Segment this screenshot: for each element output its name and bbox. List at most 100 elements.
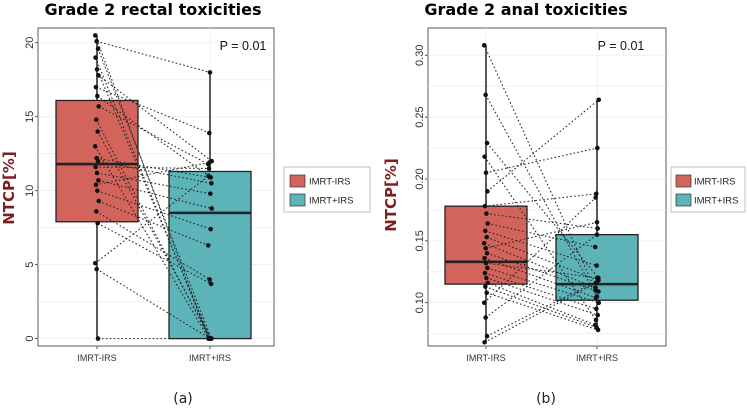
point-imrt-irs — [481, 43, 487, 48]
point-imrt-irs — [94, 170, 100, 176]
point-imrt-irs — [482, 154, 487, 159]
point-imrt-plus-irs — [594, 306, 599, 312]
point-imrt-irs — [483, 315, 488, 320]
pair-line — [97, 131, 212, 339]
point-imrt-irs — [483, 228, 488, 234]
point-imrt-irs — [93, 164, 98, 170]
data-points — [481, 43, 602, 345]
point-imrt-irs — [93, 182, 99, 188]
point-imrt-plus-irs — [595, 327, 601, 333]
legend-key-imrt-plus-irs — [289, 193, 306, 207]
point-imrt-irs — [92, 144, 98, 149]
pair-line — [97, 190, 211, 230]
point-imrt-plus-irs — [209, 336, 214, 341]
y-axis-label: NTCP[%] — [0, 151, 18, 225]
pair-line — [484, 156, 597, 321]
point-imrt-irs — [483, 170, 489, 176]
pair-line — [487, 99, 600, 192]
y-tick-label: 0.15 — [414, 230, 426, 251]
point-imrt-plus-irs — [596, 300, 602, 305]
point-imrt-irs — [482, 270, 488, 276]
y-ticks: 0 5 10 15 20 — [24, 37, 211, 349]
point-imrt-irs — [95, 158, 101, 164]
point-imrt-irs — [94, 209, 99, 214]
x-tick-imrt-plus-irs: IMRT+IRS — [189, 353, 231, 363]
panel-anal: Grade 2 anal toxicities NTCP[%] 0.10 0.15… — [382, 0, 746, 407]
point-imrt-irs — [96, 178, 101, 183]
pair-line — [486, 277, 598, 316]
point-imrt-plus-irs — [592, 244, 598, 250]
y-tick-label: 15 — [24, 111, 36, 123]
y-axis-label: NTCP[%] — [382, 158, 400, 232]
y-tick-label: 10 — [24, 185, 36, 197]
legend-label-imrt-plus-irs: IMRT+IRS — [309, 196, 353, 207]
chart-title: Grade 2 anal toxicities — [424, 0, 627, 19]
pair-line — [94, 35, 210, 339]
pair-line — [484, 242, 596, 289]
legend-key-imrt-irs — [289, 174, 306, 188]
pair-line — [486, 279, 599, 337]
point-imrt-irs — [95, 129, 100, 134]
legend-label-imrt-irs: IMRT-IRS — [694, 177, 736, 188]
pair-line — [98, 105, 209, 165]
point-imrt-irs — [484, 140, 490, 146]
pair-line — [96, 210, 210, 280]
legend: IMRT-IRS IMRT+IRS — [670, 166, 746, 213]
point-imrt-irs — [93, 84, 99, 90]
point-imrt-plus-irs — [209, 181, 214, 186]
point-imrt-irs — [94, 67, 100, 72]
point-imrt-irs — [95, 188, 100, 193]
y-ticks: 0.10 0.15 0.20 0.25 0.30 — [414, 45, 598, 349]
pair-line — [486, 236, 599, 281]
point-imrt-irs — [95, 46, 101, 52]
y-tick-label: 5 — [24, 262, 36, 268]
point-imrt-irs — [483, 245, 488, 251]
point-imrt-irs — [484, 333, 490, 339]
point-imrt-plus-irs — [594, 263, 599, 268]
point-imrt-plus-irs — [208, 281, 214, 287]
pair-line — [486, 213, 598, 229]
pair-line — [98, 200, 209, 246]
point-imrt-plus-irs — [208, 191, 213, 196]
chart-title: Grade 2 rectal toxicities — [44, 0, 261, 19]
pair-line — [95, 166, 209, 170]
point-imrt-irs — [92, 260, 98, 266]
point-imrt-irs — [481, 300, 487, 305]
pair-line — [98, 74, 213, 162]
point-imrt-plus-irs — [207, 130, 212, 136]
point-imrt-irs — [96, 73, 101, 78]
point-imrt-plus-irs — [593, 195, 598, 200]
pair-line — [486, 252, 599, 293]
legend-label-imrt-plus-irs: IMRT+IRS — [694, 196, 738, 207]
point-imrt-plus-irs — [206, 173, 211, 179]
point-imrt-plus-irs — [207, 160, 212, 165]
point-imrt-irs — [481, 240, 487, 246]
point-imrt-plus-irs — [208, 226, 213, 232]
point-imrt-plus-irs — [593, 285, 598, 291]
pair-line — [94, 175, 209, 264]
y-tick-label: 0.25 — [414, 106, 426, 127]
point-imrt-irs — [485, 221, 491, 226]
point-imrt-irs — [92, 33, 98, 38]
point-imrt-irs — [94, 39, 99, 44]
point-imrt-plus-irs — [596, 97, 602, 103]
point-imrt-plus-irs — [593, 317, 599, 323]
point-imrt-plus-irs — [207, 70, 213, 75]
y-tick-label: 0.20 — [414, 168, 426, 189]
data-points — [92, 33, 215, 341]
point-imrt-irs — [484, 211, 489, 216]
point-imrt-irs — [95, 220, 100, 226]
point-imrt-irs — [482, 339, 487, 345]
pair-line — [485, 262, 598, 279]
point-imrt-irs — [483, 260, 489, 266]
boxes — [55, 35, 252, 340]
point-imrt-irs — [484, 290, 490, 296]
legend-label-imrt-irs: IMRT-IRS — [309, 177, 351, 188]
point-imrt-irs — [482, 203, 488, 209]
pair-line — [485, 94, 598, 297]
panel-caption: (a) — [173, 391, 193, 407]
pair-line — [484, 257, 597, 299]
point-imrt-plus-irs — [593, 280, 599, 286]
pair-line — [96, 40, 211, 73]
